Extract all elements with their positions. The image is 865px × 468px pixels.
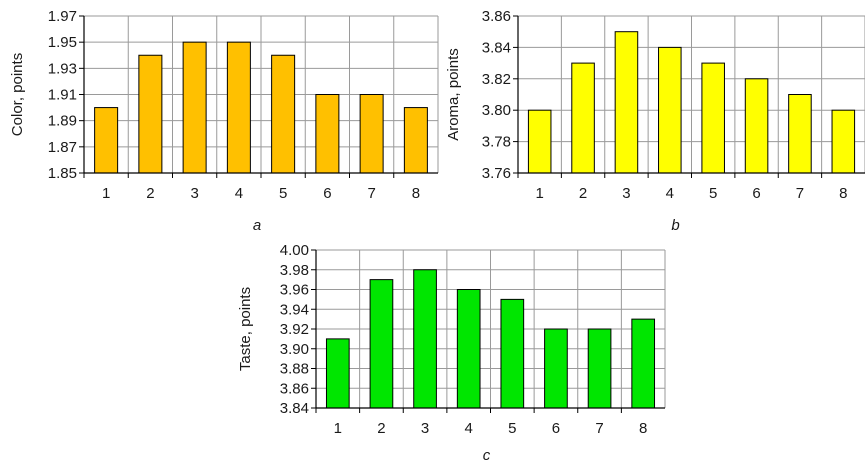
x-tick-label: 6 bbox=[752, 185, 760, 202]
bar-b-2 bbox=[571, 62, 595, 174]
x-tick-label: 7 bbox=[595, 420, 603, 437]
bar-b-8 bbox=[831, 109, 856, 174]
bar-c-1 bbox=[325, 338, 350, 409]
bar-a-7 bbox=[359, 94, 384, 174]
x-tick-label: 4 bbox=[465, 420, 473, 437]
y-tick-label: 3.80 bbox=[482, 102, 511, 119]
y-axis-label: Aroma, points bbox=[445, 48, 462, 141]
y-tick-label: 3.86 bbox=[482, 8, 511, 25]
chart-panel-a: 1.85 1.87 1.89 1.91 1.93 1.95 1.97 1 2 3 4 5 6 7 8 Colo… bbox=[9, 8, 439, 234]
bar-b-1 bbox=[527, 109, 552, 174]
y-tick-label: 3.98 bbox=[280, 262, 309, 279]
y-axis-label: Color, points bbox=[9, 53, 26, 136]
x-tick-label: 7 bbox=[367, 185, 375, 202]
x-tick-label: 5 bbox=[508, 420, 516, 437]
x-tick-label: 8 bbox=[839, 185, 847, 202]
x-tick-label: 5 bbox=[709, 185, 717, 202]
x-tick-label: 3 bbox=[622, 185, 630, 202]
bar-b-3 bbox=[614, 31, 639, 174]
bar-c-5 bbox=[500, 298, 525, 409]
bar-c-3 bbox=[413, 269, 437, 409]
x-tick-label: 6 bbox=[323, 185, 331, 202]
y-tick-label: 3.76 bbox=[482, 165, 511, 182]
bar-b-6 bbox=[744, 78, 769, 174]
y-tick-label: 1.85 bbox=[48, 165, 77, 182]
bar-c-4 bbox=[456, 289, 481, 409]
y-tick-label: 3.82 bbox=[482, 71, 511, 88]
bar-b-4 bbox=[658, 46, 682, 174]
bar-b-7 bbox=[788, 94, 812, 174]
bar-c-6 bbox=[544, 328, 568, 409]
y-tick-label: 1.89 bbox=[48, 113, 77, 130]
x-tick-label: 4 bbox=[235, 185, 243, 202]
bar-a-6 bbox=[315, 94, 340, 174]
y-tick-label: 3.78 bbox=[482, 134, 511, 151]
y-tick-label: 3.84 bbox=[280, 400, 309, 417]
chart-panel-b: 3.76 3.78 3.80 3.82 3.84 3.86 1 2 3 4 5 6 7 8 Aroma, p… bbox=[445, 8, 865, 234]
x-tick-label: 2 bbox=[377, 420, 385, 437]
panel-label: c bbox=[483, 447, 491, 463]
panel-label: b bbox=[671, 217, 679, 234]
y-tick-label: 1.87 bbox=[48, 139, 77, 156]
bar-c-7 bbox=[587, 328, 612, 409]
bar-a-2 bbox=[138, 54, 163, 174]
x-tick-label: 1 bbox=[102, 185, 110, 202]
x-tick-label: 1 bbox=[334, 420, 342, 437]
x-tick-label: 6 bbox=[552, 420, 560, 437]
x-tick-label: 2 bbox=[579, 185, 587, 202]
bar-a-5 bbox=[271, 54, 296, 174]
y-tick-label: 3.96 bbox=[280, 282, 309, 299]
y-tick-label: 1.93 bbox=[48, 60, 77, 77]
y-tick-label: 1.91 bbox=[48, 87, 77, 104]
x-tick-label: 3 bbox=[190, 185, 198, 202]
x-tick-label: 5 bbox=[279, 185, 287, 202]
y-tick-label: 1.95 bbox=[48, 34, 77, 51]
x-tick-label: 3 bbox=[421, 420, 429, 437]
y-tick-label: 3.84 bbox=[482, 39, 511, 56]
x-tick-label: 1 bbox=[536, 185, 544, 202]
y-tick-label: 3.94 bbox=[280, 301, 309, 318]
x-tick-label: 7 bbox=[796, 185, 804, 202]
bar-a-8 bbox=[403, 107, 428, 174]
bar-a-4 bbox=[226, 41, 251, 174]
bar-b-5 bbox=[701, 62, 725, 174]
bar-a-1 bbox=[94, 107, 119, 174]
panel-label: a bbox=[253, 217, 261, 234]
x-tick-label: 4 bbox=[666, 185, 674, 202]
x-tick-label: 2 bbox=[146, 185, 154, 202]
x-tick-label: 8 bbox=[639, 420, 647, 437]
bar-c-2 bbox=[369, 279, 394, 409]
chart-panel-c: 3.84 3.86 3.88 3.90 3.92 3.94 3.96 3.98 4.00 1 2 3 4… bbox=[237, 242, 666, 464]
bar-c-8 bbox=[631, 318, 656, 409]
y-tick-label: 3.88 bbox=[280, 361, 309, 378]
y-tick-label: 3.86 bbox=[280, 380, 309, 397]
x-tick-label: 8 bbox=[412, 185, 420, 202]
y-tick-label: 4.00 bbox=[280, 242, 309, 259]
bar-a-3 bbox=[182, 41, 207, 174]
y-tick-label: 3.90 bbox=[280, 341, 309, 358]
y-tick-label: 3.92 bbox=[280, 321, 309, 338]
y-axis-label: Taste, points bbox=[237, 287, 254, 371]
y-tick-label: 1.97 bbox=[48, 8, 77, 25]
